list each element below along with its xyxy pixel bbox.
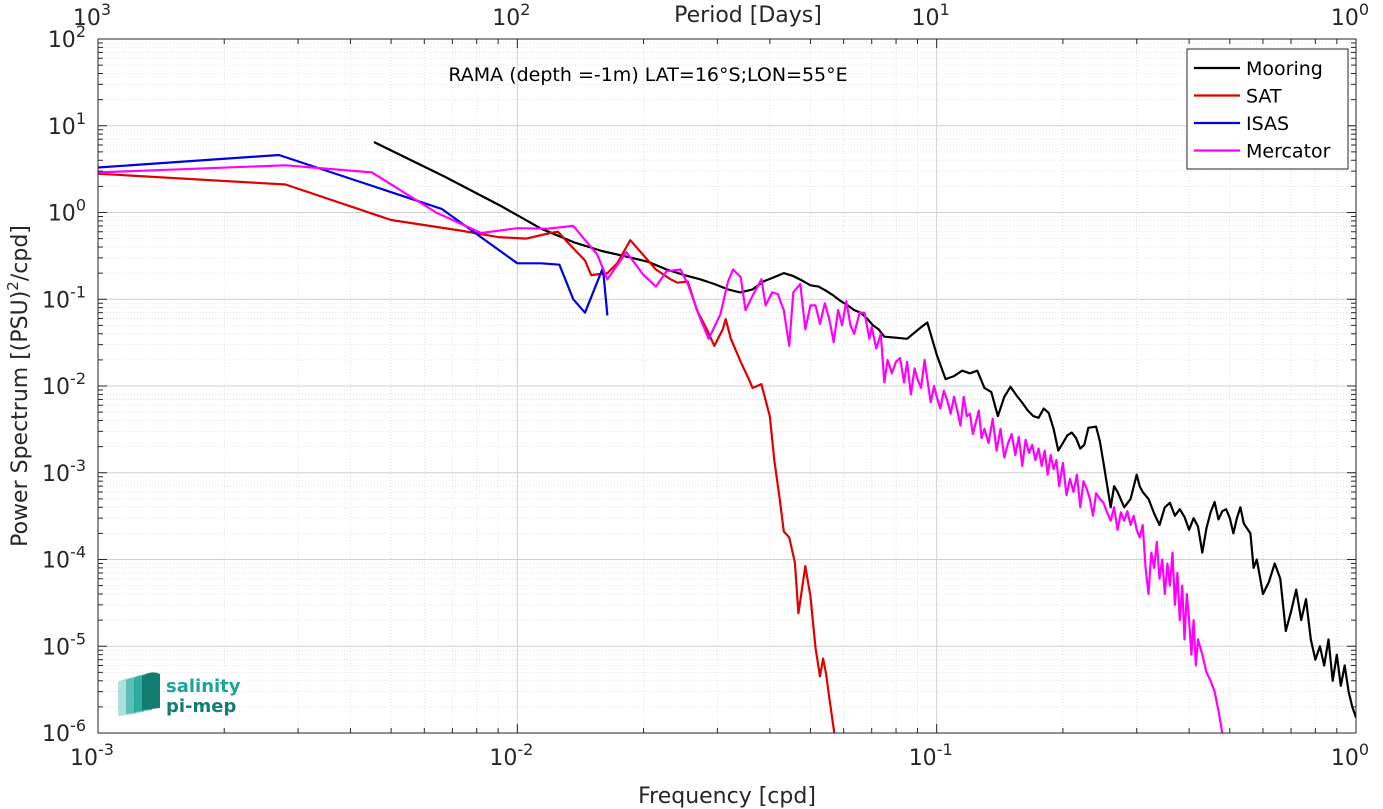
top-tick-label-base: 10 [1331, 6, 1359, 31]
grid [97, 38, 1357, 734]
legend-label-sat: SAT [1246, 86, 1282, 108]
y-tick-label-base: 10 [48, 115, 76, 140]
x-tick-label: 10-3 [70, 740, 114, 771]
legend-label-mooring: Mooring [1246, 58, 1323, 80]
y-tick-label: 10-3 [42, 456, 86, 487]
y-tick-label-exponent: 1 [76, 109, 86, 128]
top-tick-label: 101 [912, 0, 950, 31]
tick-labels: 10-3 10-2 10-1 10010-610-510-410-310-210-11… [42, 0, 1369, 771]
y-tick-label-exponent: -4 [70, 543, 86, 562]
top-tick-label: 103 [73, 0, 111, 31]
top-tick-label: 102 [492, 0, 530, 31]
series-line-sat [98, 172, 836, 733]
top-axis-label: Period [Days] [674, 3, 822, 28]
legend-label-isas: ISAS [1246, 113, 1289, 135]
x-tick-label-exponent: -1 [937, 740, 953, 759]
ticks-layer [97, 39, 1356, 734]
y-tick-label-base: 10 [48, 28, 76, 53]
logo-line-1: salinity [166, 676, 241, 697]
y-tick-label-exponent: 0 [76, 196, 86, 215]
y-tick-label: 102 [48, 22, 86, 53]
series-line-isas [98, 153, 609, 316]
y-tick-label-base: 10 [42, 375, 70, 400]
y-tick-label: 10-2 [42, 369, 86, 400]
top-tick-label-exponent: 2 [520, 0, 530, 19]
y-tick-label-exponent: 2 [76, 22, 86, 41]
x-tick-label-base: 10 [909, 746, 937, 771]
y-tick-label: 10-1 [42, 282, 86, 313]
x-tick-label: 10-1 [909, 740, 953, 771]
y-tick-label-exponent: -1 [70, 282, 86, 301]
x-tick-label: 10-2 [489, 740, 533, 771]
x-axis-label: Frequency [cpd] [638, 784, 816, 809]
x-tick-label-base: 10 [70, 746, 98, 771]
y-tick-label-exponent: -2 [70, 369, 86, 388]
y-tick-label-base: 10 [42, 635, 70, 660]
x-tick-label-exponent: -2 [517, 740, 533, 759]
logo-wave-shape [142, 672, 160, 710]
y-tick-label-base: 10 [42, 722, 70, 747]
x-tick-label-exponent: 0 [1359, 740, 1369, 759]
top-tick-label-exponent: 3 [101, 0, 111, 19]
legend: Mooring SAT ISAS Mercator [1186, 48, 1349, 170]
y-tick-label: 100 [48, 196, 86, 227]
x-tick-label-base: 10 [1331, 746, 1359, 771]
top-tick-label-exponent: 0 [1359, 0, 1369, 19]
series-line-mercator [98, 164, 1224, 733]
chart-title: RAMA (depth =-1m) LAT=16°S;LON=55°E [448, 64, 847, 86]
y-tick-label-exponent: -5 [70, 629, 86, 648]
y-tick-label-exponent: -6 [70, 716, 86, 735]
y-tick-label: 10-6 [42, 716, 86, 747]
top-tick-label-exponent: 1 [940, 0, 950, 19]
series-line-mooring [373, 141, 1356, 719]
top-tick-label-base: 10 [73, 6, 101, 31]
salinity-pi-mep-logo: salinity pi-mep [118, 672, 241, 717]
y-axis-label-unit: /cpd] [8, 225, 33, 281]
x-tick-label-exponent: -3 [98, 740, 114, 759]
y-tick-label-base: 10 [48, 202, 76, 227]
y-tick-label-base: 10 [42, 549, 70, 574]
y-axis-label-main: Power Spectrum [(PSU) [8, 291, 33, 547]
y-tick-label: 10-5 [42, 629, 86, 660]
x-tick-label: 100 [1331, 740, 1369, 771]
top-tick-label: 100 [1331, 0, 1369, 31]
top-tick-label-base: 10 [492, 6, 520, 31]
y-tick-label: 10-4 [42, 543, 86, 574]
y-tick-label-base: 10 [42, 288, 70, 313]
x-tick-label-base: 10 [489, 746, 517, 771]
series-layer [98, 141, 1356, 733]
y-tick-label-exponent: -3 [70, 456, 86, 475]
y-tick-label-base: 10 [42, 462, 70, 487]
y-tick-label: 101 [48, 109, 86, 140]
logo-mark-icon [118, 672, 160, 716]
legend-label-mercator: Mercator [1246, 141, 1331, 163]
top-tick-label-base: 10 [912, 6, 940, 31]
y-axis-label: Power Spectrum [(PSU)2/cpd] [4, 225, 33, 547]
y-axis-label-exponent: 2 [4, 281, 22, 291]
logo-line-2: pi-mep [166, 696, 236, 717]
